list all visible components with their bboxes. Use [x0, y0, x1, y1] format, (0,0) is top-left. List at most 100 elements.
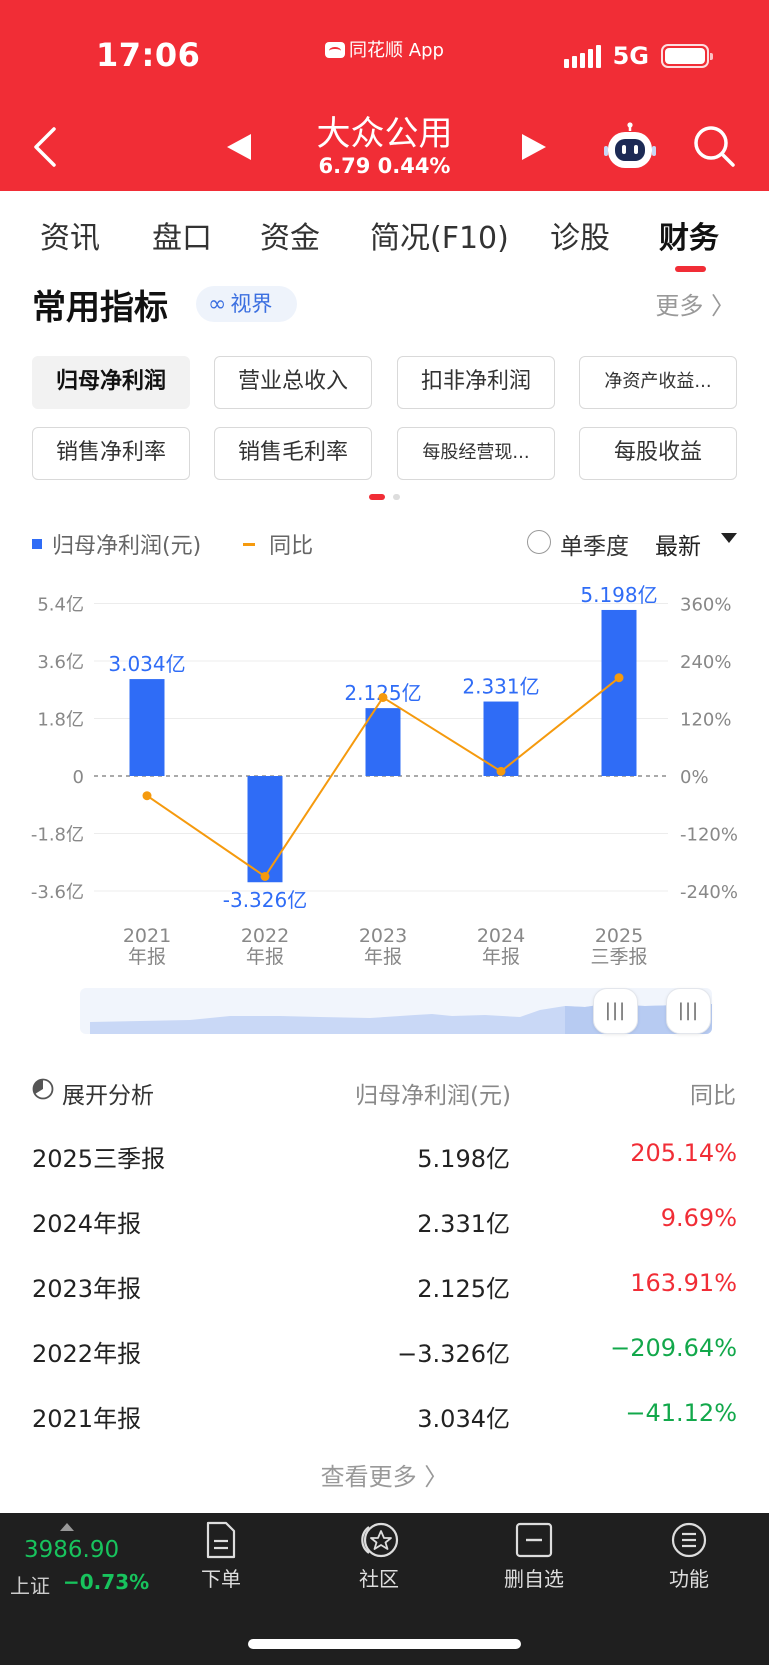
x-axis-period: 年报: [128, 946, 166, 968]
x-axis-period: 年报: [482, 946, 520, 968]
scroller-right-handle[interactable]: |||: [666, 988, 711, 1034]
profit-bar: [247, 776, 283, 883]
nav-remove-watchlist[interactable]: 删自选: [489, 1521, 579, 1592]
single-quarter-label[interactable]: 单季度: [560, 534, 629, 560]
row-yoy: 9.69%: [660, 1204, 737, 1232]
indicator-deducted-net-profit[interactable]: 扣非净利润: [397, 356, 555, 409]
value-column-header: 归母净利润(元): [355, 1083, 511, 1109]
profit-bar: [129, 679, 165, 776]
profit-bar: [601, 609, 637, 776]
yoy-column-header: 同比: [690, 1083, 736, 1109]
pie-analysis-icon[interactable]: [32, 1078, 54, 1100]
x-axis-year: 2023: [359, 925, 407, 947]
more-link[interactable]: 更多 〉: [655, 292, 735, 320]
legend-bar-label: 归母净利润(元): [52, 534, 202, 559]
nav-order[interactable]: 下单: [176, 1521, 266, 1592]
x-axis-period: 年报: [364, 946, 402, 968]
left-axis-tick: 1.8亿: [37, 710, 84, 731]
tab-quote-board[interactable]: 盘口: [152, 221, 212, 256]
latest-selector[interactable]: 最新: [655, 534, 701, 560]
remove-watchlist-icon: [515, 1522, 553, 1558]
indicator-gross-margin[interactable]: 销售毛利率: [214, 427, 372, 480]
x-axis-period: 年报: [246, 946, 284, 968]
net-profit-chart: 5.4亿 3.6亿 1.8亿 0 -1.8亿 -3.6亿 360% 240% 120% 0% -12…: [31, 583, 738, 968]
single-quarter-radio[interactable]: [527, 530, 551, 554]
x-axis-year: 2024: [477, 925, 525, 947]
indicator-roe[interactable]: 净资产收益...: [579, 356, 737, 409]
tab-news[interactable]: 资讯: [40, 221, 100, 256]
app-name: 同花顺 App: [0, 36, 769, 62]
yoy-point: [614, 673, 624, 683]
indicator-eps[interactable]: 每股收益: [579, 427, 737, 480]
yoy-point: [496, 766, 506, 776]
page-dot-active: [369, 494, 385, 500]
left-axis-tick: 5.4亿: [37, 595, 84, 616]
search-icon[interactable]: [692, 124, 736, 168]
scroller-left-handle[interactable]: |||: [593, 988, 638, 1034]
index-value[interactable]: 3986.90: [24, 1537, 120, 1563]
indicator-net-margin[interactable]: 销售净利率: [32, 427, 190, 480]
right-axis-tick: -120%: [680, 825, 738, 846]
left-axis-tick: 0: [73, 767, 84, 788]
previous-stock-icon[interactable]: [225, 132, 253, 162]
x-axis-year: 2022: [241, 925, 289, 947]
expand-analysis-label[interactable]: 展开分析: [62, 1083, 154, 1109]
tab-diagnosis[interactable]: 诊股: [550, 221, 610, 256]
tab-finance[interactable]: 财务: [659, 221, 719, 256]
view-chip-label: 视界: [230, 292, 273, 316]
left-axis-tick: -1.8亿: [31, 825, 84, 846]
order-document-icon: [206, 1521, 236, 1559]
next-stock-icon[interactable]: [520, 132, 548, 162]
right-axis-tick: 120%: [680, 710, 731, 731]
indicator-total-revenue[interactable]: 营业总收入: [214, 356, 372, 409]
row-value: 3.034亿: [417, 1405, 510, 1433]
battery-icon: [661, 44, 713, 68]
index-name: 上证: [10, 1574, 50, 1598]
stock-quote: 6.79 0.44%: [318, 154, 451, 178]
row-yoy: 163.91%: [630, 1269, 737, 1297]
active-tab-indicator: [675, 266, 706, 272]
bar-value-label: 3.034亿: [108, 652, 185, 676]
row-period: 2024年报: [32, 1210, 142, 1238]
menu-circle-icon: [671, 1522, 707, 1558]
row-yoy: 205.14%: [630, 1139, 737, 1167]
bar-value-label: 2.331亿: [462, 675, 539, 699]
robot-assistant-icon[interactable]: [604, 122, 656, 172]
yoy-point: [260, 871, 270, 881]
community-star-icon: [361, 1522, 399, 1558]
nav-community-label: 社区: [359, 1567, 399, 1591]
row-period: 2023年报: [32, 1275, 142, 1303]
x-axis-year: 2025: [595, 925, 643, 947]
right-axis-tick: 0%: [680, 767, 709, 788]
expand-up-icon[interactable]: [60, 1523, 74, 1531]
home-indicator: [248, 1639, 521, 1649]
see-more-link[interactable]: 查看更多 〉: [320, 1463, 449, 1491]
view-chip[interactable]: ∞ 视界: [196, 286, 297, 322]
tab-capital[interactable]: 资金: [260, 221, 320, 256]
app-logo-icon: [325, 42, 346, 58]
caret-down-icon[interactable]: [721, 532, 737, 544]
indicator-operating-cash-per-share[interactable]: 每股经营现...: [397, 427, 555, 480]
header-bar: 17:06 同花顺 App 5G 大众公用 6.79 0.44%: [0, 0, 769, 191]
row-yoy: −41.12%: [625, 1399, 737, 1427]
x-axis-year: 2021: [123, 925, 171, 947]
back-arrow-icon[interactable]: [28, 125, 64, 169]
bar-value-label: -3.326亿: [223, 888, 307, 912]
tab-profile-f10[interactable]: 简况(F10): [370, 221, 509, 256]
row-value: 5.198亿: [417, 1145, 510, 1173]
left-axis-tick: -3.6亿: [31, 882, 84, 903]
row-period: 2025三季报: [32, 1145, 166, 1173]
row-value: 2.125亿: [417, 1275, 510, 1303]
profit-bar: [365, 708, 401, 776]
nav-community[interactable]: 社区: [334, 1521, 424, 1592]
indicator-net-profit-parent[interactable]: 归母净利润: [32, 356, 190, 409]
section-title: 常用指标: [32, 288, 168, 328]
yoy-line: [146, 676, 620, 878]
yoy-point: [142, 791, 152, 801]
nav-functions-label: 功能: [669, 1567, 709, 1591]
legend-line-label: 同比: [269, 534, 314, 559]
nav-remove-watchlist-label: 删自选: [504, 1567, 564, 1591]
nav-functions[interactable]: 功能: [644, 1521, 734, 1592]
left-axis-tick: 3.6亿: [37, 652, 84, 673]
right-axis-tick: 360%: [680, 595, 731, 616]
